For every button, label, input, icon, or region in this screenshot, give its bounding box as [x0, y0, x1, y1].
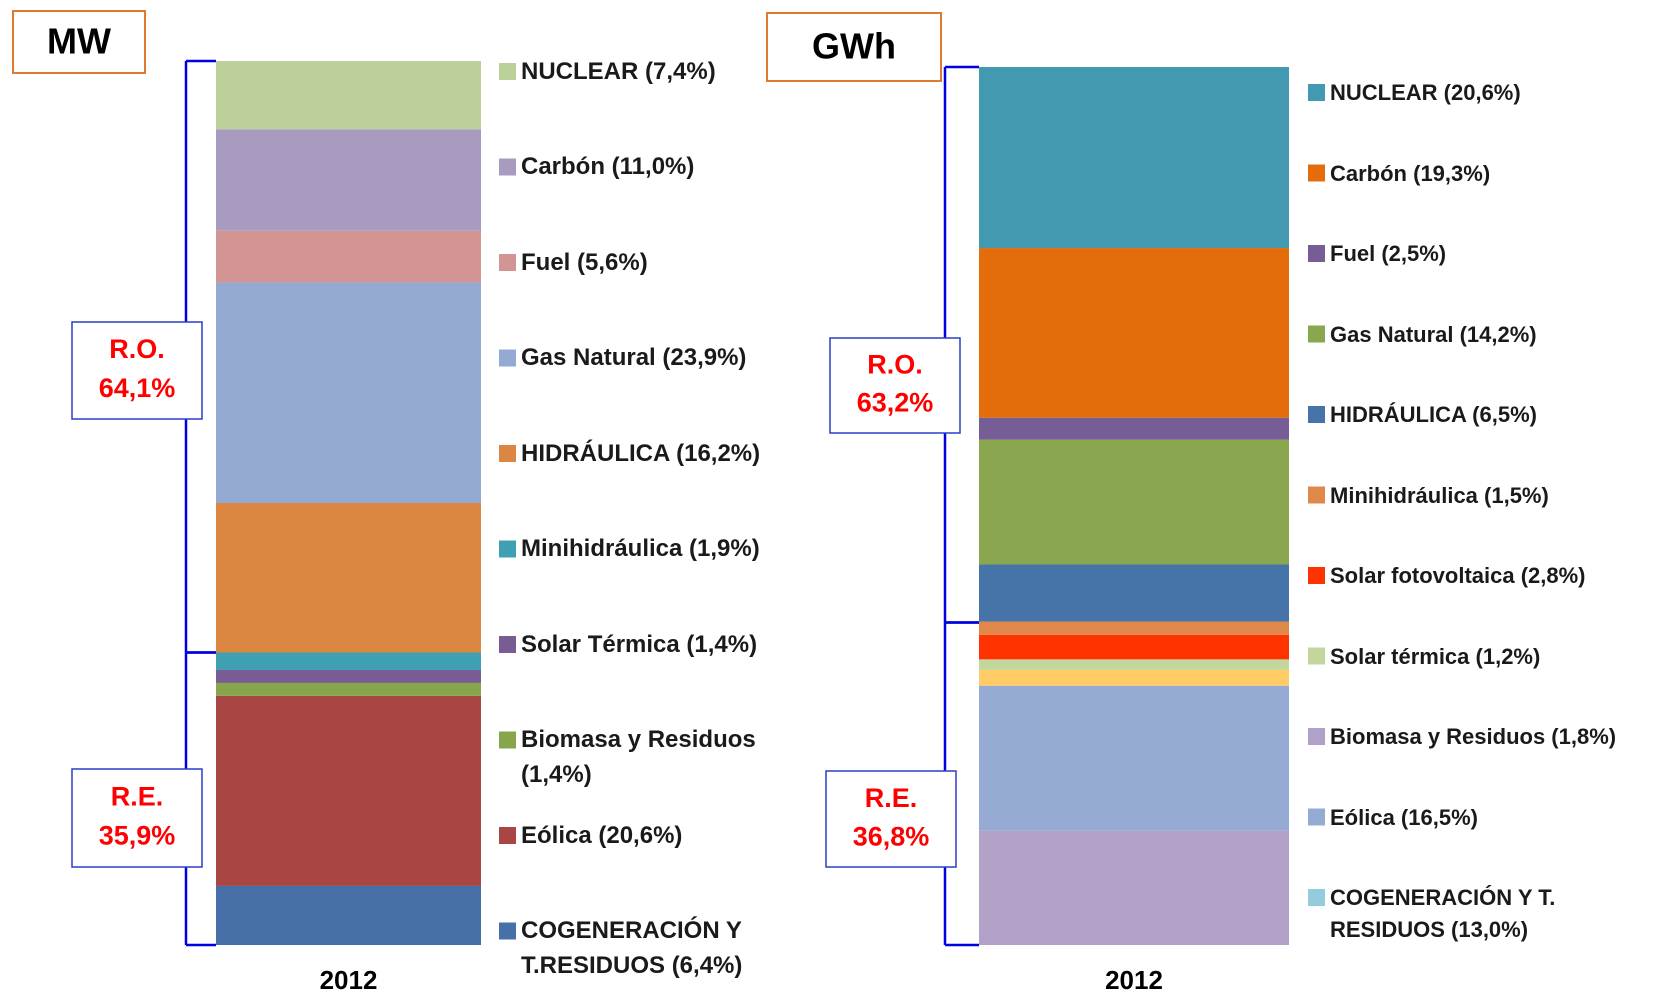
- legend-label: NUCLEAR (7,4%): [521, 57, 716, 85]
- group-box: [71, 768, 203, 868]
- legend-swatch: [499, 349, 516, 367]
- bar-segment: [216, 230, 481, 283]
- legend-label: Gas Natural (23,9%): [521, 344, 747, 372]
- legend-swatch: [499, 540, 516, 558]
- legend-label: Solar Térmica (1,4%): [521, 630, 758, 658]
- legend-label: Carbón (11,0%): [521, 153, 695, 181]
- bar-segment: [216, 282, 481, 503]
- legend-swatch: [499, 827, 516, 844]
- bar-segment: [979, 248, 1289, 418]
- legend-swatch: [1308, 245, 1325, 262]
- chart-title: GWh: [812, 26, 896, 67]
- legend-swatch: [499, 254, 516, 271]
- bar-segment: [216, 61, 481, 130]
- legend-swatch: [1308, 406, 1325, 423]
- legend-label: Gas Natural (14,2%): [1330, 321, 1537, 347]
- legend-swatch: [1308, 325, 1325, 343]
- bar-segment: [979, 67, 1289, 249]
- bar-segment: [979, 669, 1289, 686]
- bar-segment: [979, 564, 1289, 622]
- legend-swatch: [1308, 889, 1325, 906]
- group-name: R.O.: [109, 334, 165, 364]
- legend-swatch: [499, 731, 516, 749]
- legend-swatch: [499, 158, 516, 176]
- title-box: [766, 12, 942, 82]
- legend-label: Eólica (20,6%): [521, 821, 683, 849]
- legend-swatch: [499, 922, 516, 940]
- legend-label: Minihidráulica (1,5%): [1330, 482, 1549, 508]
- legend-label: Biomasa y Residuos (1,8%): [1330, 724, 1617, 750]
- bar-segment: [216, 652, 481, 671]
- bar-segment: [979, 417, 1289, 440]
- legend-label: Biomasa y Residuos (1,4%): [521, 726, 756, 789]
- legend-swatch: [1308, 808, 1325, 826]
- legend-label: HIDRÁULICA (16,2%): [521, 439, 761, 467]
- chart-title: MW: [47, 21, 111, 62]
- legend-swatch: [1308, 728, 1325, 745]
- group-name: R.E.: [865, 783, 918, 813]
- legend-label: COGENERACIÓN Y T. RESIDUOS (13,0%): [1330, 885, 1556, 943]
- bar-segment: [216, 695, 481, 886]
- bar-segment: [216, 670, 481, 683]
- bar-segment: [216, 129, 481, 231]
- bar-segment: [979, 621, 1289, 635]
- legend-label: COGENERACIÓN Y T.RESIDUOS (6,4%): [521, 917, 743, 980]
- bar-segment: [979, 439, 1289, 565]
- legend-label: NUCLEAR (20,6%): [1330, 80, 1521, 106]
- group-value: 36,8%: [853, 821, 930, 851]
- group-value: 35,9%: [99, 821, 176, 851]
- legend-swatch: [1308, 647, 1325, 665]
- legend-label: Solar térmica (1,2%): [1330, 643, 1541, 669]
- legend-swatch: [499, 63, 516, 80]
- bar-segment: [216, 682, 481, 696]
- bar-segment: [979, 830, 1289, 945]
- legend-label: Fuel (5,6%): [521, 248, 648, 276]
- legend-label: HIDRÁULICA (6,5%): [1330, 402, 1537, 428]
- group-value: 64,1%: [99, 373, 176, 403]
- bar-segment: [979, 659, 1289, 670]
- group-name: R.E.: [111, 782, 164, 812]
- legend-label: Solar fotovoltaica (2,8%): [1330, 563, 1586, 589]
- legend-label: Minihidráulica (1,9%): [521, 535, 760, 563]
- legend-swatch: [1308, 486, 1325, 504]
- legend-label: Carbón (19,3%): [1330, 160, 1491, 186]
- bar-segment: [979, 685, 1289, 831]
- legend-swatch: [499, 445, 516, 462]
- group-name: R.O.: [867, 350, 923, 380]
- x-tick-label: 2012: [1105, 965, 1163, 995]
- title-box: [12, 10, 146, 74]
- legend-label: Fuel (2,5%): [1330, 241, 1447, 267]
- legend-swatch: [1308, 164, 1325, 182]
- legend-swatch: [499, 636, 516, 653]
- group-box: [829, 337, 961, 434]
- bar-segment: [979, 634, 1289, 660]
- x-tick-label: 2012: [320, 965, 378, 995]
- group-box: [825, 770, 957, 868]
- legend-swatch: [1308, 567, 1325, 584]
- bar-segment: [216, 503, 481, 653]
- legend-swatch: [1308, 84, 1325, 101]
- bar-segment: [216, 885, 481, 945]
- legend-label: Eólica (16,5%): [1330, 804, 1478, 830]
- group-value: 63,2%: [857, 388, 934, 418]
- group-box: [71, 321, 203, 420]
